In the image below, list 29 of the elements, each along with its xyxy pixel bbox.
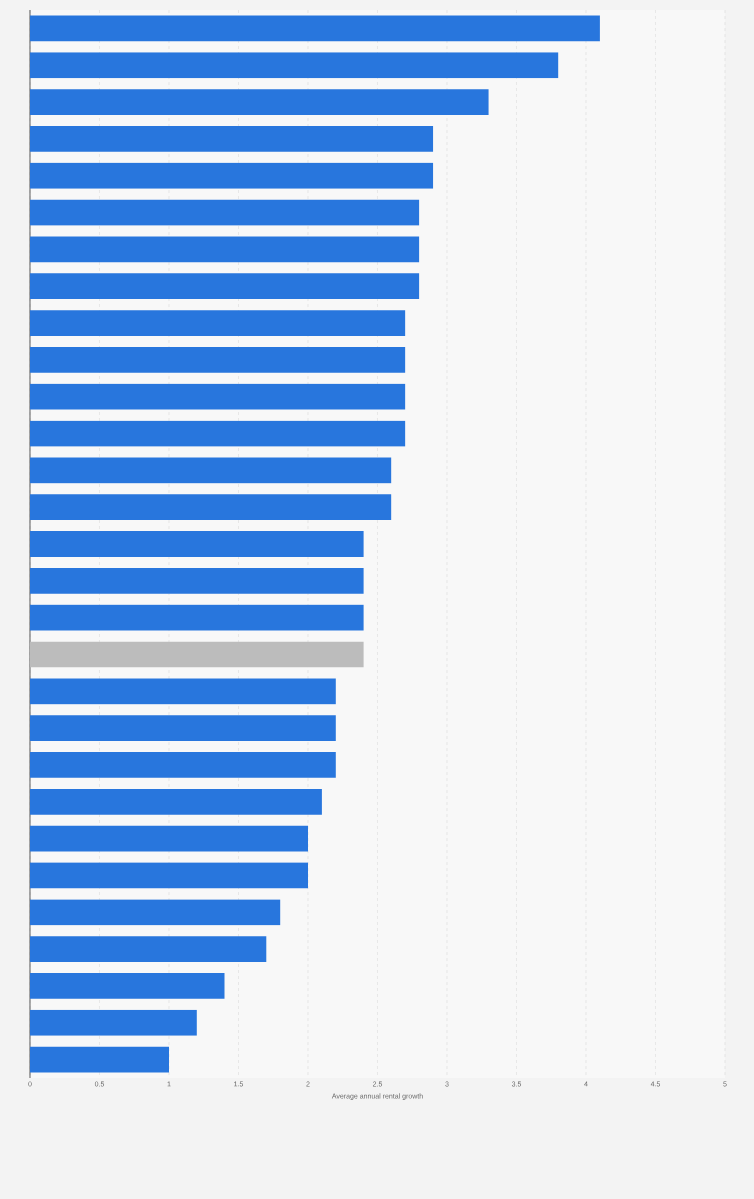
bar — [30, 567, 364, 594]
bar — [30, 89, 489, 115]
bar — [30, 678, 336, 705]
bar — [30, 236, 420, 263]
bar — [30, 825, 308, 852]
bar — [30, 899, 281, 926]
bar — [30, 15, 600, 42]
bar — [30, 604, 364, 631]
bar — [30, 457, 392, 484]
bar — [30, 752, 336, 778]
bar — [30, 346, 406, 373]
bar — [30, 420, 406, 447]
bar — [30, 973, 225, 999]
bar — [30, 1009, 197, 1036]
bar — [30, 788, 322, 815]
bar — [30, 310, 406, 336]
bar — [30, 273, 420, 300]
bar — [30, 52, 559, 79]
bar — [30, 715, 336, 742]
bar — [30, 936, 267, 962]
bar — [30, 641, 364, 668]
bar — [30, 199, 420, 226]
bar — [30, 531, 364, 557]
bar — [30, 383, 406, 410]
bar — [30, 126, 434, 152]
bar — [30, 1046, 169, 1073]
bar — [30, 162, 434, 189]
bar — [30, 862, 308, 889]
bar — [30, 494, 392, 521]
